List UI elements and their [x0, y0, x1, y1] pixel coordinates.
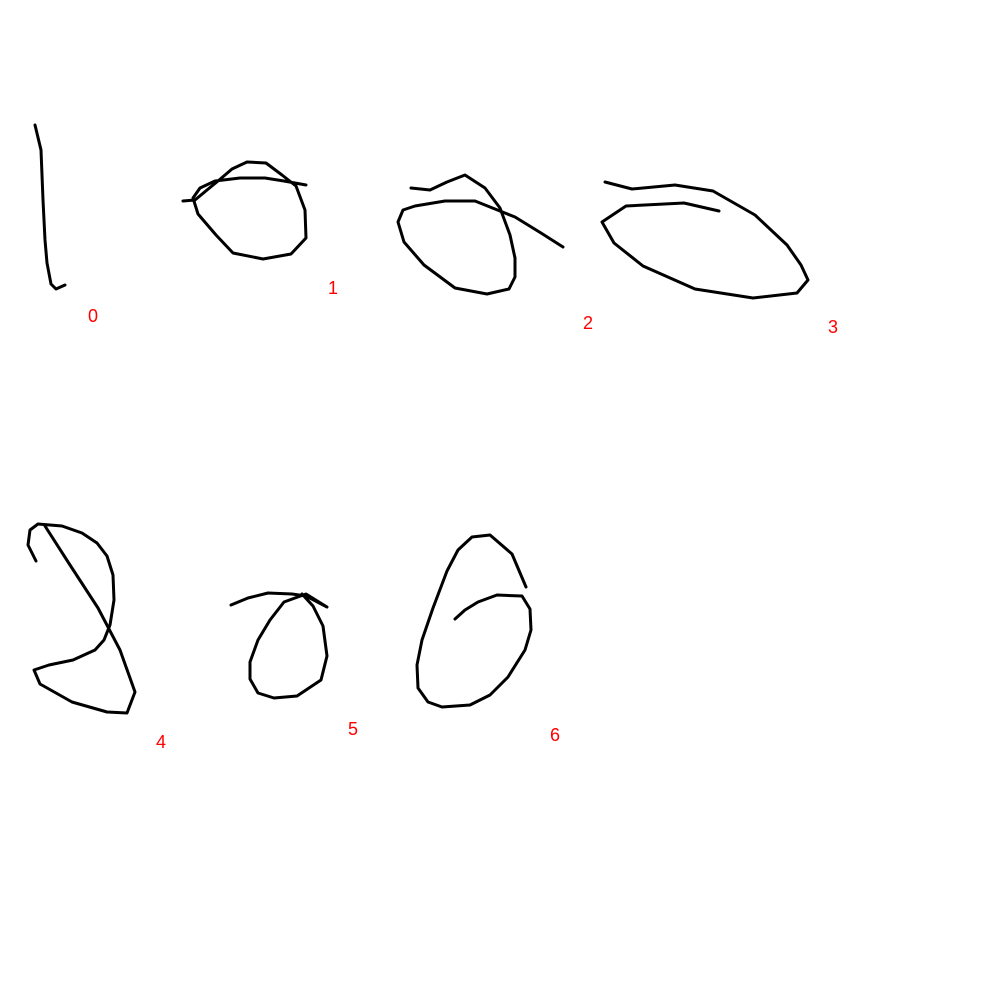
stroke-group-2: 2: [396, 173, 593, 333]
stroke-group-4: 4: [26, 522, 166, 752]
stroke-label-3: 3: [828, 317, 838, 337]
stroke-4: [26, 522, 137, 715]
stroke-3: [600, 180, 810, 300]
stroke-label-5: 5: [348, 719, 358, 739]
stroke-group-3: 3: [600, 180, 838, 337]
stroke-0: [33, 123, 67, 291]
stroke-2: [396, 173, 565, 296]
stroke-group-5: 5: [229, 591, 358, 739]
stroke-5: [229, 591, 329, 700]
stroke-label-1: 1: [328, 278, 338, 298]
stroke-group-1: 1: [181, 160, 338, 298]
stroke-group-6: 6: [415, 533, 560, 745]
stroke-label-6: 6: [550, 725, 560, 745]
stroke-label-4: 4: [156, 732, 166, 752]
stroke-label-2: 2: [583, 313, 593, 333]
stroke-group-0: 0: [33, 123, 98, 326]
stroke-1: [181, 160, 308, 261]
stroke-6: [415, 533, 533, 709]
stroke-label-0: 0: [88, 306, 98, 326]
